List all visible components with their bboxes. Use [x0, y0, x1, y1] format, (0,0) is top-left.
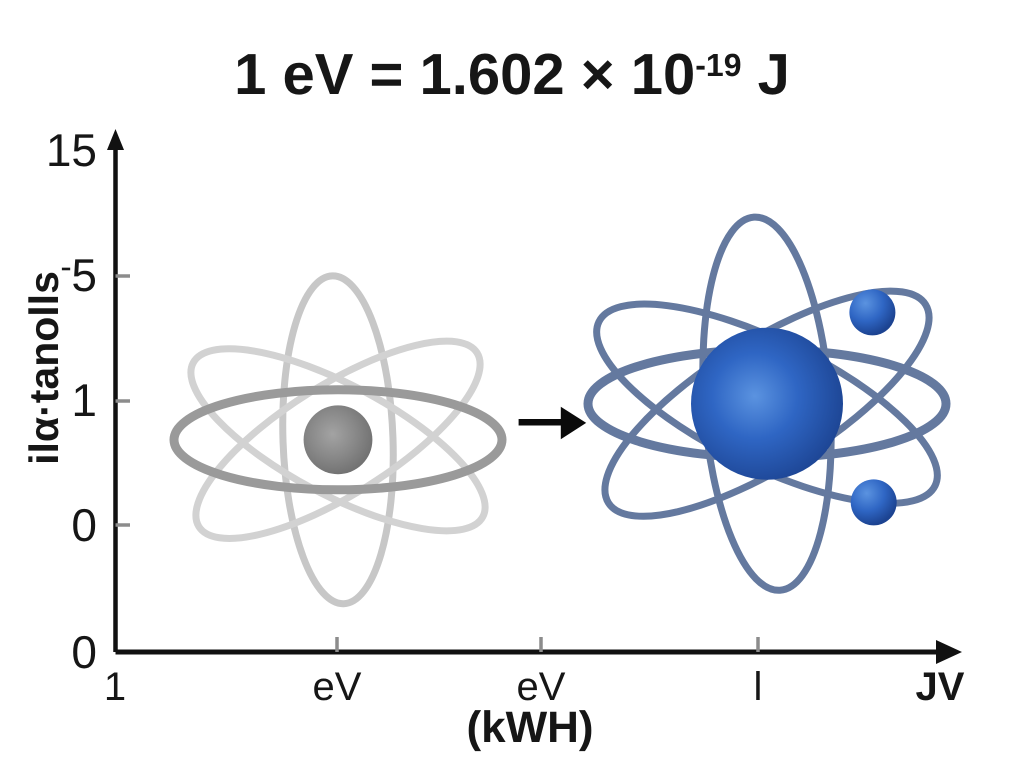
- svg-text:0: 0: [71, 626, 97, 678]
- svg-text:5: 5: [71, 249, 97, 301]
- svg-text:15: 15: [46, 124, 97, 176]
- svg-text:1: 1: [104, 665, 126, 709]
- svg-text:ilα·tanolls: ilα·tanolls: [21, 271, 67, 465]
- svg-text:1 eV = 1.602 × 10‑19 J: 1 eV = 1.602 × 10‑19 J: [234, 42, 790, 107]
- svg-text:eV: eV: [313, 665, 362, 709]
- svg-text:0: 0: [71, 499, 97, 551]
- svg-text:(kWH): (kWH): [466, 703, 593, 752]
- svg-text:JV: JV: [916, 665, 965, 709]
- svg-text:l: l: [754, 665, 763, 709]
- svg-text:1: 1: [71, 374, 97, 426]
